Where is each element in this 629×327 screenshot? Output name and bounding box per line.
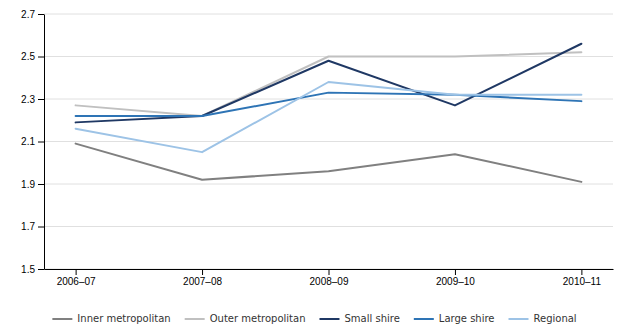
grid-line (44, 226, 613, 227)
legend-swatch (319, 318, 339, 320)
plot: 1.5 1.7 1.9 2.1 2.3 2.5 2.7 2006–07 2007–08 2008–… (21, 9, 613, 287)
x-tick-mark (76, 269, 77, 275)
grid-line (44, 14, 613, 15)
x-tick: 2006–07 (57, 269, 96, 287)
y-tick-mark (38, 227, 44, 228)
legend-item: Small shire (319, 313, 399, 324)
legend: Inner metropolitan Outer metropolitan Smal… (52, 313, 576, 324)
y-axis: 1.5 1.7 1.9 2.1 2.3 2.5 2.7 (21, 9, 44, 275)
x-tick-label: 2009–10 (436, 276, 475, 287)
x-tick-mark (455, 269, 456, 275)
chart: 1.5 1.7 1.9 2.1 2.3 2.5 2.7 2006–07 2007–08 2008–… (0, 0, 629, 327)
x-tick-mark (329, 269, 330, 275)
y-tick: 2.7 (21, 9, 44, 20)
legend-item: Outer metropolitan (185, 313, 306, 324)
y-tick-label: 1.7 (21, 221, 35, 232)
x-tick-label: 2007–08 (183, 276, 222, 287)
y-tick: 1.7 (21, 221, 44, 232)
y-tick-mark (38, 99, 44, 100)
x-tick: 2010–11 (563, 269, 602, 287)
y-tick-label: 1.5 (21, 264, 35, 275)
y-tick: 2.3 (21, 94, 44, 105)
y-tick-mark (38, 269, 44, 270)
x-tick: 2008–09 (310, 269, 349, 287)
x-tick-label: 2008–09 (310, 276, 349, 287)
y-tick-label: 2.3 (21, 94, 35, 105)
legend-swatch (185, 318, 205, 320)
y-tick-mark (38, 14, 44, 15)
legend-label: Small shire (344, 313, 399, 324)
y-tick-mark (38, 142, 44, 143)
y-tick: 2.5 (21, 51, 44, 62)
legend-label: Large shire (439, 313, 495, 324)
series-line (76, 82, 582, 152)
y-tick: 1.5 (21, 264, 44, 275)
legend-item: Regional (509, 313, 577, 324)
x-tick: 2009–10 (436, 269, 475, 287)
grid-line (44, 184, 613, 185)
legend-swatch (414, 318, 434, 320)
y-tick-mark (38, 57, 44, 58)
x-tick-label: 2010–11 (563, 276, 602, 287)
y-tick: 1.9 (21, 179, 44, 190)
legend-item: Inner metropolitan (52, 313, 170, 324)
x-tick: 2007–08 (183, 269, 222, 287)
x-tick-mark (202, 269, 203, 275)
y-axis-line (44, 15, 45, 270)
y-tick-mark (38, 184, 44, 185)
legend-swatch (52, 318, 72, 320)
x-tick-mark (581, 269, 582, 275)
y-tick-label: 1.9 (21, 179, 35, 190)
legend-label: Outer metropolitan (210, 313, 306, 324)
lines (76, 44, 582, 182)
legend-item: Large shire (414, 313, 495, 324)
x-axis: 2006–07 2007–08 2008–09 2009–10 2010–11 (45, 269, 614, 287)
grid-line (44, 141, 613, 142)
series-line (76, 93, 582, 116)
series-line (76, 144, 582, 182)
y-tick-label: 2.1 (21, 136, 35, 147)
y-tick: 2.1 (21, 136, 44, 147)
y-tick-label: 2.7 (21, 9, 35, 20)
x-tick-label: 2006–07 (57, 276, 96, 287)
legend-label: Inner metropolitan (77, 313, 170, 324)
legend-swatch (509, 318, 529, 320)
grid (44, 14, 613, 269)
y-tick-label: 2.5 (21, 51, 35, 62)
legend-label: Regional (534, 313, 577, 324)
